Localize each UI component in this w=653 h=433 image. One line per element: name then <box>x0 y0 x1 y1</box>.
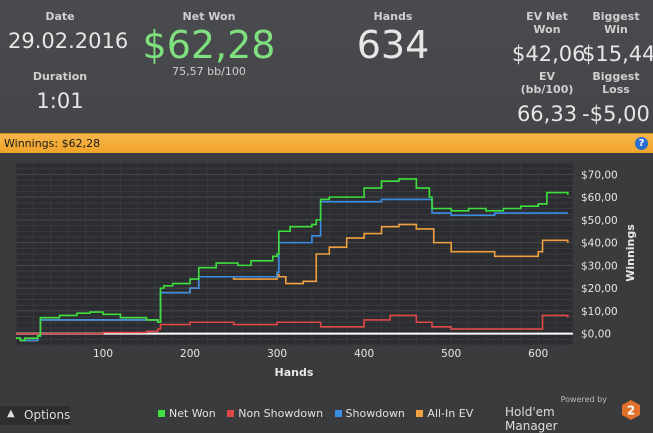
stats-panel: Date 29.02.2016 Duration 1:01 Net Won $6… <box>0 0 653 133</box>
biggest-win-value: $15,44 <box>582 42 653 66</box>
y-tick-label: $50,00 <box>581 215 618 227</box>
y-tick-label: $60,00 <box>581 192 618 204</box>
series-line-non-showdown <box>16 314 569 335</box>
net-won-value: $62,28 <box>142 23 276 67</box>
winnings-label: Winnings: $62,28 <box>4 137 101 150</box>
x-tick-label: 200 <box>180 348 200 360</box>
legend-swatch-net-won <box>158 410 165 417</box>
ev-bb100-label: EV (bb/100) <box>520 70 574 96</box>
x-tick-label: 100 <box>93 348 113 360</box>
duration-value: 1:01 <box>36 89 84 113</box>
legend-showdown-label: Showdown <box>345 407 405 420</box>
hm2-logo-icon: 2 <box>622 400 640 420</box>
hands-stat: Hands 634 <box>330 10 456 67</box>
y-axis-label: Winnings <box>624 224 637 282</box>
legend-non-showdown[interactable]: Non Showdown <box>227 407 323 420</box>
biggest-win-stat: Biggest Win $15,44 <box>582 10 653 66</box>
svg-text:2: 2 <box>627 404 635 418</box>
ev-bb100-stat: EV (bb/100) 66,33 <box>512 70 582 126</box>
y-tick-label: $70,00 <box>581 169 618 181</box>
date-stat: Date 29.02.2016 <box>8 10 129 53</box>
series-line-net-won <box>16 178 569 342</box>
y-tick-label: $30,00 <box>581 260 618 272</box>
y-tick-label: $20,00 <box>581 283 618 295</box>
y-tick-label: $40,00 <box>581 238 618 250</box>
net-won-stat: Net Won $62,28 75,57 bb/100 <box>134 10 284 78</box>
x-axis-ticks: 100 200 300 400 500 600 <box>93 348 548 360</box>
x-tick-label: 300 <box>267 348 287 360</box>
duration-stat: Duration 1:01 <box>8 70 112 113</box>
ev-net-won-label: EV Net Won <box>526 10 568 36</box>
date-value: 29.02.2016 <box>8 29 129 53</box>
ev-bb100-value: 66,33 <box>516 102 578 126</box>
ev-net-won-stat: EV Net Won $42,06 <box>512 10 586 66</box>
brand-name: Hold'em Manager <box>505 405 558 433</box>
options-button[interactable]: ▲ Options <box>0 406 70 425</box>
powered-by-text: Powered by <box>560 395 607 404</box>
legend-non-showdown-label: Non Showdown <box>238 407 324 420</box>
net-won-label: Net Won <box>182 10 236 23</box>
x-tick-label: 500 <box>441 348 461 360</box>
duration-label: Duration <box>32 70 88 83</box>
legend-swatch-all-in-ev <box>416 410 424 417</box>
date-label: Date <box>45 10 75 23</box>
biggest-loss-stat: Biggest Loss -$5,00 <box>582 70 650 126</box>
hands-label: Hands <box>373 10 413 23</box>
biggest-loss-value: -$5,00 <box>582 102 650 126</box>
chevron-up-icon: ▲ <box>7 408 15 419</box>
biggest-win-label: Biggest Win <box>592 10 640 36</box>
legend-all-in-ev[interactable]: All-In EV <box>416 407 473 420</box>
biggest-loss-label: Biggest Loss <box>592 70 640 96</box>
brand-logo: Powered by Hold'em Manager 2 <box>505 395 645 433</box>
y-axis-ticks: $0,00 $10,00 $20,00 $30,00 $40,00 $50,00 $60,0… <box>581 169 618 340</box>
x-axis-label: Hands <box>275 366 314 379</box>
legend-swatch-non-showdown <box>227 410 235 417</box>
legend-net-won[interactable]: Net Won <box>158 407 216 420</box>
hands-value: 634 <box>356 23 430 67</box>
x-tick-label: 400 <box>354 348 374 360</box>
chart-series <box>16 178 573 342</box>
winnings-bar: Winnings: $62,28 ? <box>0 133 653 153</box>
legend-showdown[interactable]: Showdown <box>334 407 405 420</box>
winnings-chart: $0,00 $10,00 $20,00 $30,00 $40,00 $50,00 $60,0… <box>15 162 637 379</box>
options-label: Options <box>24 408 71 422</box>
legend-net-won-label: Net Won <box>169 407 216 420</box>
x-tick-label: 600 <box>528 348 548 360</box>
bb100-value: 75,57 bb/100 <box>172 65 246 78</box>
chart-legend: Net Won Non Showdown Showdown All-In EV <box>158 407 481 420</box>
legend-swatch-showdown <box>334 410 342 417</box>
help-icon[interactable]: ? <box>635 137 648 150</box>
y-tick-label: $0,00 <box>581 329 611 341</box>
legend-all-in-ev-label: All-In EV <box>427 407 474 420</box>
y-tick-label: $10,00 <box>581 306 618 318</box>
ev-net-won-value: $42,06 <box>512 42 586 66</box>
chart-grid <box>15 162 574 346</box>
